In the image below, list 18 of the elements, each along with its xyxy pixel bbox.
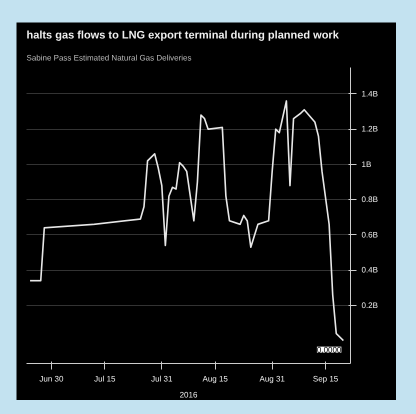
- x-tick-label: Jul 15: [94, 374, 116, 384]
- chart-title: halts gas flows to LNG export terminal during planned work: [26, 30, 340, 42]
- annotation: 0.0000: [316, 346, 342, 355]
- y-tick-label: 0.2B: [362, 300, 378, 310]
- line-series: [29, 100, 344, 342]
- x-tick-label: Sep 15: [312, 374, 339, 384]
- y-tick-label: 0.6B: [362, 230, 378, 240]
- y-tick-label: 0.8B: [362, 195, 378, 204]
- x-tick-label: Jun 30: [39, 374, 64, 384]
- chart-subtitle: Sabine Pass Estimated Natural Gas Deliveries: [26, 54, 192, 62]
- x-tick-label: Jul 31: [151, 374, 174, 384]
- x-axis-title: 2016: [180, 390, 198, 400]
- y-tick-label: 1B: [362, 160, 372, 169]
- y-tick-label: 0.4B: [362, 266, 378, 275]
- x-tick-label: Aug 15: [202, 374, 228, 384]
- x-tick-label: Aug 31: [259, 374, 286, 384]
- y-tick-label: 1.2B: [362, 124, 378, 134]
- y-tick-label: 1.4B: [362, 89, 378, 98]
